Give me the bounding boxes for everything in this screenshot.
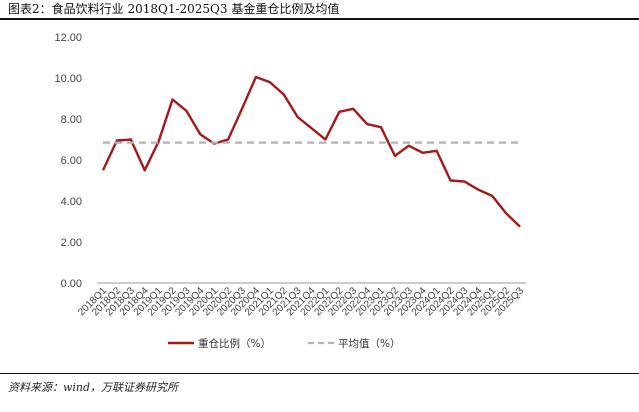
legend-label: 重仓比例（%） [198,337,271,350]
legend: 重仓比例（%） 平均值（%） [168,337,400,350]
y-tick-label: 0.00 [61,278,82,290]
top-rule [0,18,639,20]
bottom-rule [0,373,639,374]
series-layer [101,75,521,228]
legend-label: 平均值（%） [338,337,400,350]
x-axis: 2018Q12018Q22018Q32018Q42019Q12019Q22019… [76,285,526,318]
y-tick-label: 8.00 [61,114,82,126]
y-axis: 0.00 2.00 4.00 6.00 8.00 10.00 12.00 [54,32,82,290]
source-note: 资料来源：wind，万联证券研究所 [8,381,179,394]
y-tick-label: 2.00 [61,237,82,249]
holding-ratio-line [101,75,521,228]
y-tick-label: 12.00 [54,32,82,44]
y-tick-label: 4.00 [61,196,82,208]
y-tick-label: 6.00 [61,155,82,167]
y-tick-label: 10.00 [54,73,82,85]
figure-title: 图表2：食品饮料行业 2018Q1-2025Q3 基金重仓比例及均值 [8,2,340,16]
line-chart: 0.00 2.00 4.00 6.00 8.00 10.00 12.00 2018Q1201… [54,32,526,350]
